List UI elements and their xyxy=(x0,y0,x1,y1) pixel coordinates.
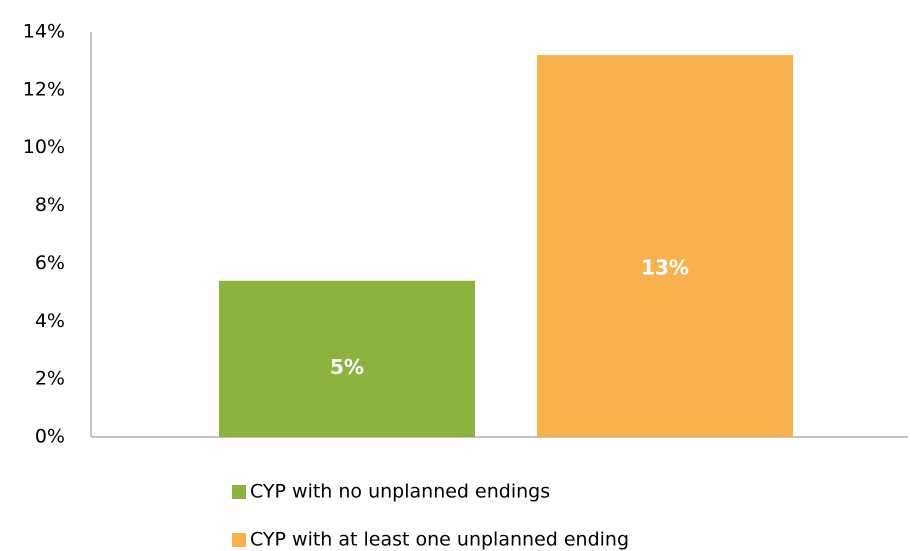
y-tick-label: 14% xyxy=(23,21,65,43)
bar xyxy=(219,280,475,437)
y-tick-label: 8% xyxy=(35,194,65,216)
y-tick-label: 2% xyxy=(35,368,65,390)
value-label: 13% xyxy=(641,255,689,279)
legend-swatch xyxy=(232,485,246,499)
y-tick-label: 4% xyxy=(35,310,65,332)
y-tick-label: 10% xyxy=(23,136,65,158)
y-tick-label: 0% xyxy=(35,426,65,448)
y-tick-label: 6% xyxy=(35,252,65,274)
legend-swatch xyxy=(232,533,246,547)
bar xyxy=(537,55,793,438)
legend-label: CYP with at least one unplanned ending xyxy=(250,529,629,551)
legend-label: CYP with no unplanned endings xyxy=(250,481,550,503)
y-tick-label: 12% xyxy=(23,78,65,100)
value-label: 5% xyxy=(330,355,364,379)
